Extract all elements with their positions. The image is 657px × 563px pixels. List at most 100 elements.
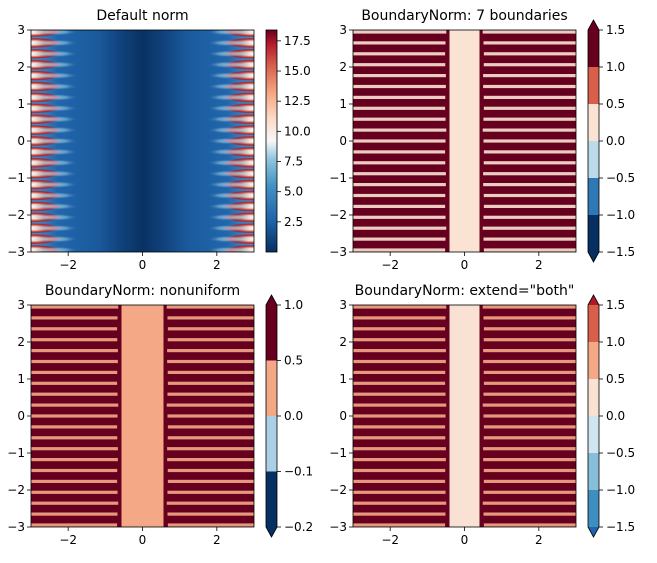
band-left <box>31 468 118 473</box>
panel-title: BoundaryNorm: nonuniform <box>45 283 240 299</box>
heatmap-image <box>31 30 254 252</box>
colorbar-bin <box>266 360 277 416</box>
band-right <box>167 392 254 396</box>
edge-step <box>115 495 122 501</box>
band-right <box>483 392 576 396</box>
y-tick-label: −3 <box>7 245 25 259</box>
band-left <box>31 490 118 494</box>
edge-step <box>115 353 122 359</box>
band-left <box>353 381 446 385</box>
center-stripe <box>449 305 480 527</box>
field-lobe-halo <box>34 170 78 178</box>
x-tick-label: −2 <box>381 533 399 547</box>
band-right <box>483 74 576 78</box>
band-left <box>31 523 118 527</box>
field-lobe-halo <box>34 104 78 112</box>
colorbar-bin <box>588 305 599 342</box>
edge-step <box>163 397 170 403</box>
edge-step <box>479 67 486 73</box>
edge-step <box>479 198 486 204</box>
colorbar-tick-label: 1.5 <box>606 298 625 312</box>
x-tick-label: 0 <box>139 533 147 547</box>
y-tick-label: 1 <box>17 97 25 111</box>
band-right <box>167 468 254 473</box>
field-lobe-halo <box>34 224 78 232</box>
colorbar-tick-label: −0.5 <box>606 171 635 185</box>
band-left <box>31 316 118 320</box>
band-left <box>353 327 446 331</box>
colorbar-tick-label: 2.5 <box>284 215 303 229</box>
edge-step <box>479 353 486 359</box>
band-right <box>167 523 254 527</box>
band-left <box>31 512 118 516</box>
colorbar-tick-label: 0.0 <box>606 409 625 423</box>
edge-step <box>115 364 122 370</box>
band-left <box>353 248 446 252</box>
field-lobe-halo <box>207 115 251 123</box>
edge-step <box>479 451 486 457</box>
band-left <box>353 150 446 154</box>
edge-step <box>479 154 486 160</box>
field-lobe-halo <box>207 39 251 47</box>
colorbar-tick-label: 0.5 <box>606 97 625 111</box>
band-right <box>483 512 576 516</box>
field-lobe-halo <box>207 192 251 199</box>
edge-step <box>443 342 450 348</box>
colorbar-extend-over <box>588 295 599 305</box>
band-left <box>31 349 118 353</box>
edge-step <box>443 331 450 337</box>
edge-step <box>443 231 450 237</box>
panel-extend-both: BoundaryNorm: extend="both" −2 0 2 −3 −2 −1 0 1… <box>329 283 635 547</box>
edge-step <box>163 517 170 523</box>
colorbar-tick-label: 0.0 <box>284 409 303 423</box>
band-right <box>483 479 576 483</box>
band-left <box>31 414 118 418</box>
colorbar-bin <box>588 178 599 215</box>
band-right <box>166 305 254 309</box>
edge-step <box>115 473 122 479</box>
colorbar-bin <box>266 471 277 527</box>
edge-step <box>479 440 486 446</box>
band-right <box>167 447 254 451</box>
edge-step <box>115 451 122 457</box>
band-left <box>31 370 118 374</box>
x-tick-label: 2 <box>213 258 221 272</box>
band-right <box>483 204 576 208</box>
heatmap-image <box>31 305 254 527</box>
field-lobe-halo <box>207 50 251 58</box>
edge-step <box>163 309 170 315</box>
edge-step <box>163 418 170 424</box>
band-right <box>483 172 576 176</box>
band-left <box>353 403 447 407</box>
field-lobe-halo <box>34 39 78 47</box>
field-lobe-halo <box>34 235 78 243</box>
band-right <box>483 468 576 473</box>
x-tick-label: 0 <box>139 258 147 272</box>
band-right <box>483 414 576 418</box>
edge-step <box>479 375 486 381</box>
edge-step <box>479 111 486 117</box>
band-right <box>166 501 254 505</box>
field-lobe-halo <box>207 61 251 69</box>
edge-step <box>443 386 450 392</box>
edge-step <box>443 34 450 40</box>
field-lobe-halo <box>207 202 251 210</box>
field-lobe-halo <box>207 224 251 232</box>
edge-step <box>443 484 450 490</box>
edge-step <box>443 176 450 182</box>
colorbar-tick-label: −0.2 <box>284 520 313 534</box>
edge-step <box>163 364 170 370</box>
panel-title: BoundaryNorm: extend="both" <box>355 283 575 299</box>
band-left <box>353 215 446 219</box>
edge-step <box>115 342 122 348</box>
band-left <box>353 414 446 418</box>
field-lobe-halo <box>34 137 78 145</box>
colorbar-tick-label: −0.5 <box>606 446 635 460</box>
edge-step <box>443 408 450 414</box>
band-right <box>482 403 576 407</box>
edge-step <box>115 397 122 403</box>
edge-step <box>479 386 486 392</box>
edge-step <box>443 242 450 248</box>
edge-step <box>443 320 450 326</box>
colorbar-tick-label: −0.1 <box>284 465 313 479</box>
